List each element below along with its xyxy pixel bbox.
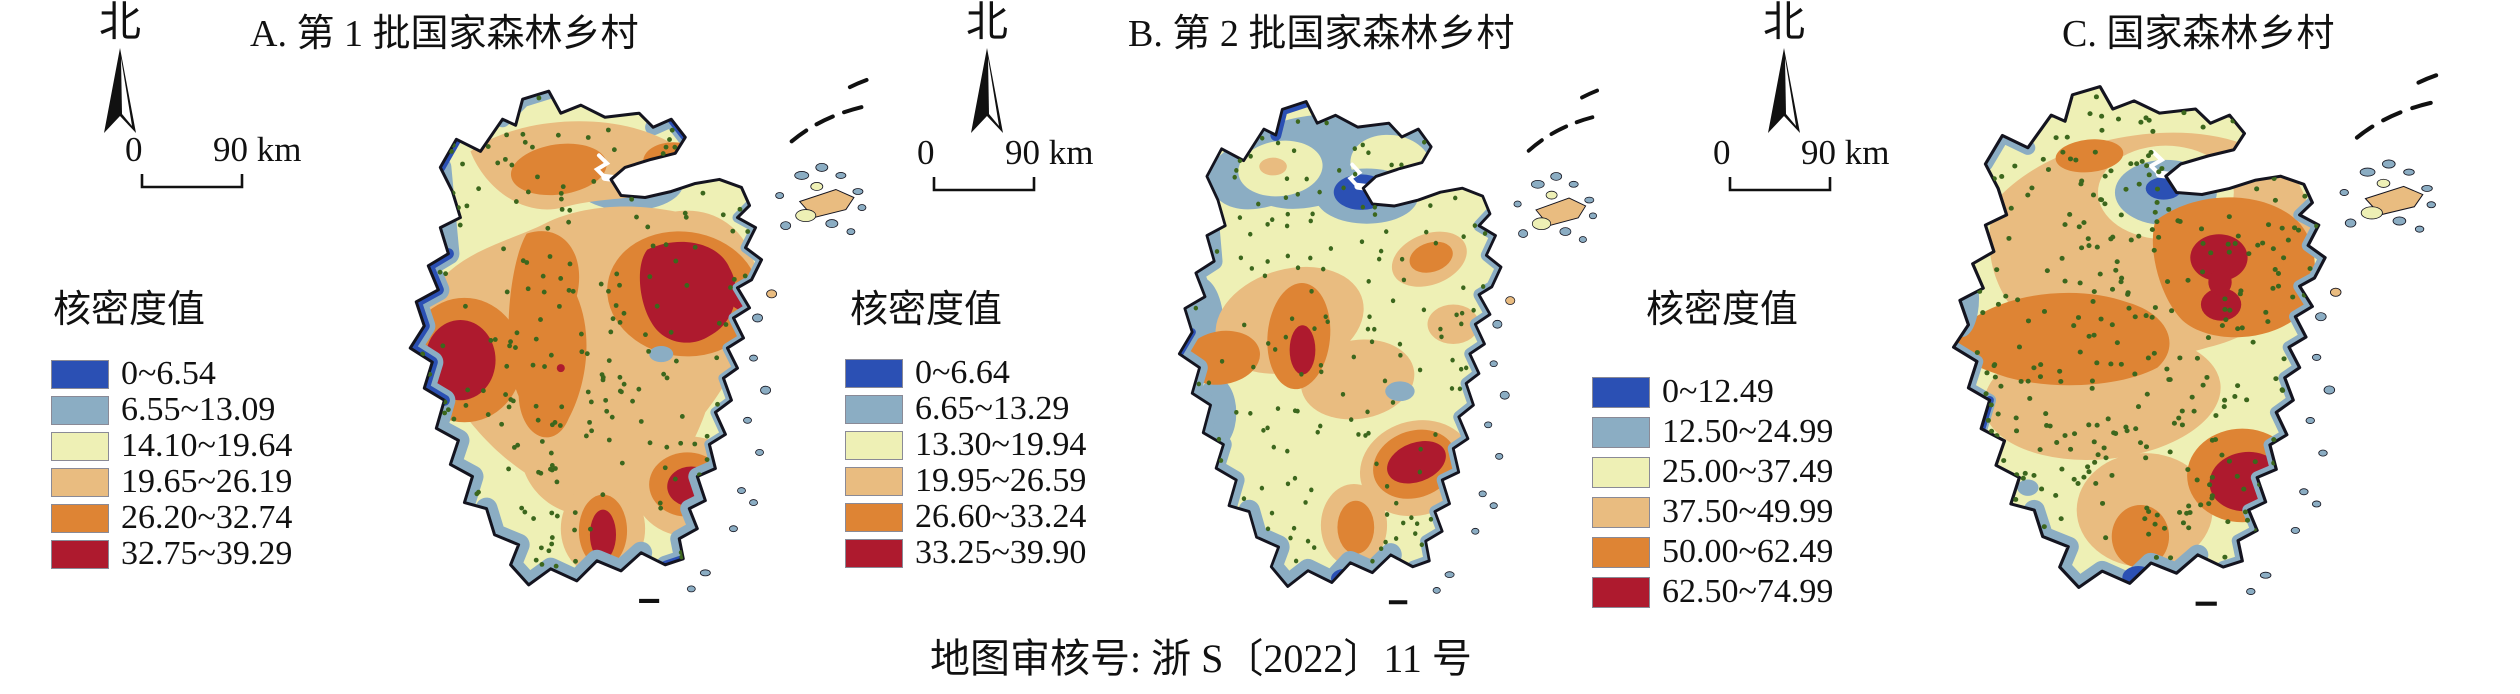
north-indicator: 北	[88, 0, 152, 136]
panel-title: A. 第 1 批国家森林乡村	[250, 13, 639, 55]
panel-title: C. 国家森林乡村	[2062, 13, 2335, 55]
scale-bracket	[140, 174, 244, 189]
north-label: 北	[965, 0, 1008, 46]
legend-rows: 0~12.49 12.50~24.99 25.00~37.49 37.50~49.99…	[1588, 372, 1833, 612]
map-all-batches	[1951, 71, 2444, 606]
north-arrow-icon	[1768, 48, 1800, 133]
legend-swatch	[845, 430, 903, 460]
legend-row: 26.60~33.24	[840, 498, 1087, 535]
legend-row: 12.50~24.99	[1588, 412, 1833, 452]
legend-row: 14.10~19.64	[35, 427, 293, 464]
map-second-batch	[1177, 86, 1604, 605]
legend-rows: 0~6.64 6.65~13.29 13.30~19.94 19.95~26.59 26…	[840, 354, 1087, 571]
scale-bar: 0 90 km	[887, 133, 1137, 197]
legend-row: 0~12.49	[1588, 372, 1833, 412]
legend-range-label: 0~6.54	[121, 355, 216, 392]
legend-range-label: 32.75~39.29	[121, 535, 293, 572]
legend-title: 核密度值	[1646, 289, 1799, 331]
legend-range-label: 26.60~33.24	[915, 498, 1087, 535]
legend-swatch	[1592, 456, 1650, 488]
legend-range-label: 0~12.49	[1662, 373, 1774, 410]
scale-distance-label: 90 km	[1005, 133, 1094, 172]
legend-swatch	[51, 539, 109, 569]
legend-swatch	[1592, 536, 1650, 568]
legend: 核密度值 0~6.64 6.65~13.29 13.30~19.94 19.95~26…	[840, 278, 1086, 571]
legend-row: 0~6.64	[840, 354, 1086, 391]
legend-range-label: 12.50~24.99	[1662, 413, 1834, 450]
legend-swatch	[51, 503, 109, 533]
legend-swatch	[51, 467, 109, 497]
map-first-batch	[408, 76, 874, 603]
scale-distance-label: 90 km	[1801, 133, 1890, 172]
legend-swatch	[51, 395, 109, 425]
legend-swatch	[1592, 576, 1650, 608]
legend-row: 19.95~26.59	[840, 462, 1087, 499]
legend: 核密度值 0~6.54 6.55~13.09 14.10~19.64 19.65~26…	[35, 278, 292, 572]
legend-swatch	[845, 538, 903, 568]
north-label: 北	[1762, 0, 1805, 46]
legend-rows: 0~6.54 6.55~13.09 14.10~19.64 19.65~26.19 26…	[35, 355, 293, 572]
legend-range-label: 26.20~32.74	[121, 499, 293, 536]
legend-row: 62.50~74.99	[1588, 572, 1833, 612]
legend-swatch	[1592, 376, 1650, 408]
scale-zero-label: 0	[917, 133, 935, 172]
legend-row: 50.00~62.49	[1588, 532, 1833, 572]
scale-zero-label: 0	[1713, 133, 1731, 172]
legend-range-label: 62.50~74.99	[1662, 573, 1834, 610]
north-indicator: 北	[955, 0, 1019, 136]
north-arrow-icon	[104, 48, 136, 133]
legend-range-label: 13.30~19.94	[915, 426, 1087, 463]
scale-bracket	[932, 177, 1036, 192]
panel-title: B. 第 2 批国家森林乡村	[1128, 13, 1515, 55]
legend-range-label: 14.10~19.64	[121, 427, 293, 464]
legend-row: 33.25~39.90	[840, 534, 1087, 571]
legend-row: 0~6.54	[35, 355, 292, 392]
legend-range-label: 37.50~49.99	[1662, 493, 1834, 530]
legend: 核密度值 0~12.49 12.50~24.99 25.00~37.49 37.50~…	[1588, 278, 1833, 610]
scale-bar: 0 90 km	[1683, 133, 1933, 197]
legend-range-label: 50.00~62.49	[1662, 533, 1834, 570]
map-approval-number: 地图审核号: 浙 S〔2022〕11 号	[930, 636, 1472, 681]
legend-range-label: 25.00~37.49	[1662, 453, 1834, 490]
legend-swatch	[1592, 416, 1650, 448]
legend-row: 25.00~37.49	[1588, 452, 1833, 492]
legend-row: 32.75~39.29	[35, 535, 293, 572]
legend-swatch	[845, 358, 903, 388]
scale-bar: 0 90 km	[95, 130, 345, 194]
legend-row: 13.30~19.94	[840, 426, 1087, 463]
scale-bracket	[1728, 177, 1832, 192]
legend-title: 核密度值	[850, 289, 1003, 331]
legend-row: 6.65~13.29	[840, 390, 1086, 427]
legend-range-label: 19.65~26.19	[121, 463, 293, 500]
legend-row: 26.20~32.74	[35, 499, 293, 536]
legend-title: 核密度值	[53, 289, 206, 331]
legend-row: 19.65~26.19	[35, 463, 293, 500]
scale-distance-label: 90 km	[213, 130, 302, 169]
scale-zero-label: 0	[125, 130, 143, 169]
legend-swatch	[845, 502, 903, 532]
legend-swatch	[845, 466, 903, 496]
legend-swatch	[51, 431, 109, 461]
legend-range-label: 19.95~26.59	[915, 462, 1087, 499]
north-arrow-icon	[971, 48, 1003, 133]
legend-swatch	[845, 394, 903, 424]
north-label: 北	[98, 0, 141, 46]
legend-swatch	[51, 359, 109, 389]
north-indicator: 北	[1752, 0, 1816, 136]
legend-range-label: 33.25~39.90	[915, 534, 1087, 571]
legend-row: 6.55~13.09	[35, 391, 292, 428]
legend-range-label: 0~6.64	[915, 354, 1010, 391]
legend-row: 37.50~49.99	[1588, 492, 1833, 532]
legend-range-label: 6.65~13.29	[915, 390, 1070, 427]
legend-swatch	[1592, 496, 1650, 528]
legend-range-label: 6.55~13.09	[121, 391, 276, 428]
